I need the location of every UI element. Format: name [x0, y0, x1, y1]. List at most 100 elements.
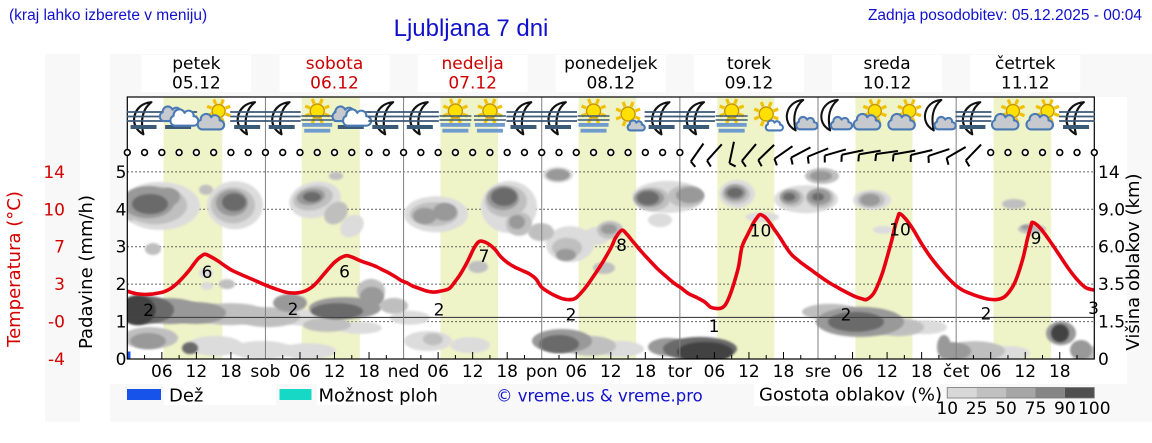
sun-ray	[224, 104, 231, 110]
wind-barb	[790, 146, 811, 165]
day-name: petek	[172, 54, 220, 74]
wind-calm-circle	[399, 148, 408, 157]
colorbar-label: 100	[1078, 399, 1110, 419]
wind-calm-circle	[296, 148, 304, 157]
wind-calm-circle	[572, 148, 580, 157]
wind-calm-circle	[365, 148, 373, 157]
sun-ray	[759, 120, 765, 127]
wind-barb	[773, 145, 794, 166]
cloud-blob	[166, 302, 226, 324]
temp-value-label: 2	[841, 306, 852, 326]
weather-icon-moon_fog	[506, 101, 543, 136]
cloud-shape	[342, 108, 373, 127]
cloud-blob	[676, 187, 704, 204]
wind-barb	[927, 148, 950, 163]
sun-ray	[477, 104, 484, 110]
temp-value-label: 2	[566, 306, 577, 326]
cloud-shape	[933, 115, 957, 131]
wind-barb	[728, 141, 737, 168]
weather-icon-moon_fog	[955, 101, 992, 136]
sun-ray	[1053, 112, 1060, 118]
sun-ray	[725, 98, 731, 105]
colorbar-segment	[947, 387, 977, 398]
cloud-blob	[380, 297, 408, 314]
temp-value-label: 2	[981, 305, 992, 325]
weather-icon-moon_fog	[540, 101, 577, 136]
sun-ray	[496, 104, 503, 110]
canvas-left-strip	[45, 54, 80, 422]
cloud-blob	[677, 341, 733, 359]
copyright-link[interactable]: © vreme.us & vreme.pro	[496, 387, 703, 406]
precip-axis-tick: 2	[116, 275, 127, 295]
x-axis-hour-label: 18	[635, 362, 657, 382]
sun-ray	[310, 98, 316, 105]
rain-swatch	[127, 389, 161, 400]
sun-ray	[1048, 98, 1054, 105]
wind-calm-circle	[434, 148, 442, 157]
wind-barb-feather	[964, 159, 971, 167]
fog-bar-light	[578, 123, 609, 127]
weather-icon-sun_cloud_small_gray	[615, 101, 646, 132]
x-axis-day-abbrev: sre	[805, 362, 831, 382]
day-date: 07.12	[448, 74, 497, 94]
wind-barb-shaft	[773, 145, 794, 160]
weather-icon-sun_fog	[577, 98, 610, 133]
weather-icon-moon_cloud	[923, 98, 957, 132]
sun-ray	[1053, 104, 1060, 110]
sun-rays	[580, 98, 607, 124]
weather-icon-moon_fog	[1059, 101, 1096, 136]
temp-value-label: 6	[202, 263, 213, 283]
temperature-axis-title: Temperatura (°C)	[4, 191, 25, 348]
sun-ray	[1000, 104, 1007, 110]
colorbar-label: 10	[936, 399, 958, 419]
cloud-blob	[329, 172, 343, 180]
x-axis-hour-label: 06	[565, 362, 587, 382]
precip-axis-tick: 0	[116, 350, 127, 370]
wind-calm-circle	[382, 148, 391, 157]
cloud-blob	[509, 215, 525, 229]
plot-border	[126, 96, 1095, 360]
temp-value-label: 8	[616, 236, 627, 256]
last-updated: Zadnja posodobitev: 05.12.2025 - 00:04	[867, 7, 1142, 24]
temp-value-label: 2	[434, 301, 445, 321]
wind-barb-shaft	[757, 144, 775, 161]
precip-axis-tick: 3	[116, 238, 127, 258]
x-axis-hour-label: 12	[186, 362, 208, 382]
wind-calm-circle	[244, 148, 252, 157]
x-axis-day-abbrev: čet	[943, 362, 970, 382]
sun-ray	[876, 98, 882, 105]
day-name: sreda	[864, 54, 911, 74]
weather-icon-moon_cloud	[785, 98, 819, 132]
right-label-column	[1094, 97, 1127, 384]
colorbar-segment	[976, 387, 1007, 398]
x-axis-day-abbrev: pon	[526, 362, 558, 382]
cloud-blob	[230, 341, 294, 359]
day-header-box	[141, 55, 252, 92]
wind-barb-shaft	[965, 143, 982, 162]
fog-bar	[1063, 125, 1090, 129]
sun-ray	[1006, 98, 1012, 105]
weather-icon-cloud_cloud	[331, 105, 373, 129]
cloud-blob	[727, 187, 743, 198]
sun-ray	[224, 112, 231, 118]
colorbar-label: 25	[966, 399, 988, 419]
showers-swatch	[279, 389, 312, 400]
wind-barb	[857, 149, 881, 162]
fog-bar	[130, 125, 157, 129]
fog-bar	[544, 125, 571, 129]
sun-ray	[1019, 104, 1026, 110]
cloud-shape	[169, 108, 200, 127]
cloud-blob	[873, 225, 893, 234]
wind-barb-shaft	[928, 148, 950, 157]
wind-barb-shaft	[706, 143, 723, 162]
x-axis-hour-label: 18	[496, 362, 518, 382]
x-axis-hour-label: 06	[151, 362, 173, 382]
sun-ray	[634, 107, 641, 113]
weather-icon-sun_fog	[439, 98, 472, 133]
day-header-box	[970, 55, 1081, 92]
day-header-box	[832, 55, 943, 92]
sun-ray	[772, 115, 779, 121]
wind-calm-circle	[313, 148, 321, 157]
wind-barb-feather	[728, 162, 737, 168]
